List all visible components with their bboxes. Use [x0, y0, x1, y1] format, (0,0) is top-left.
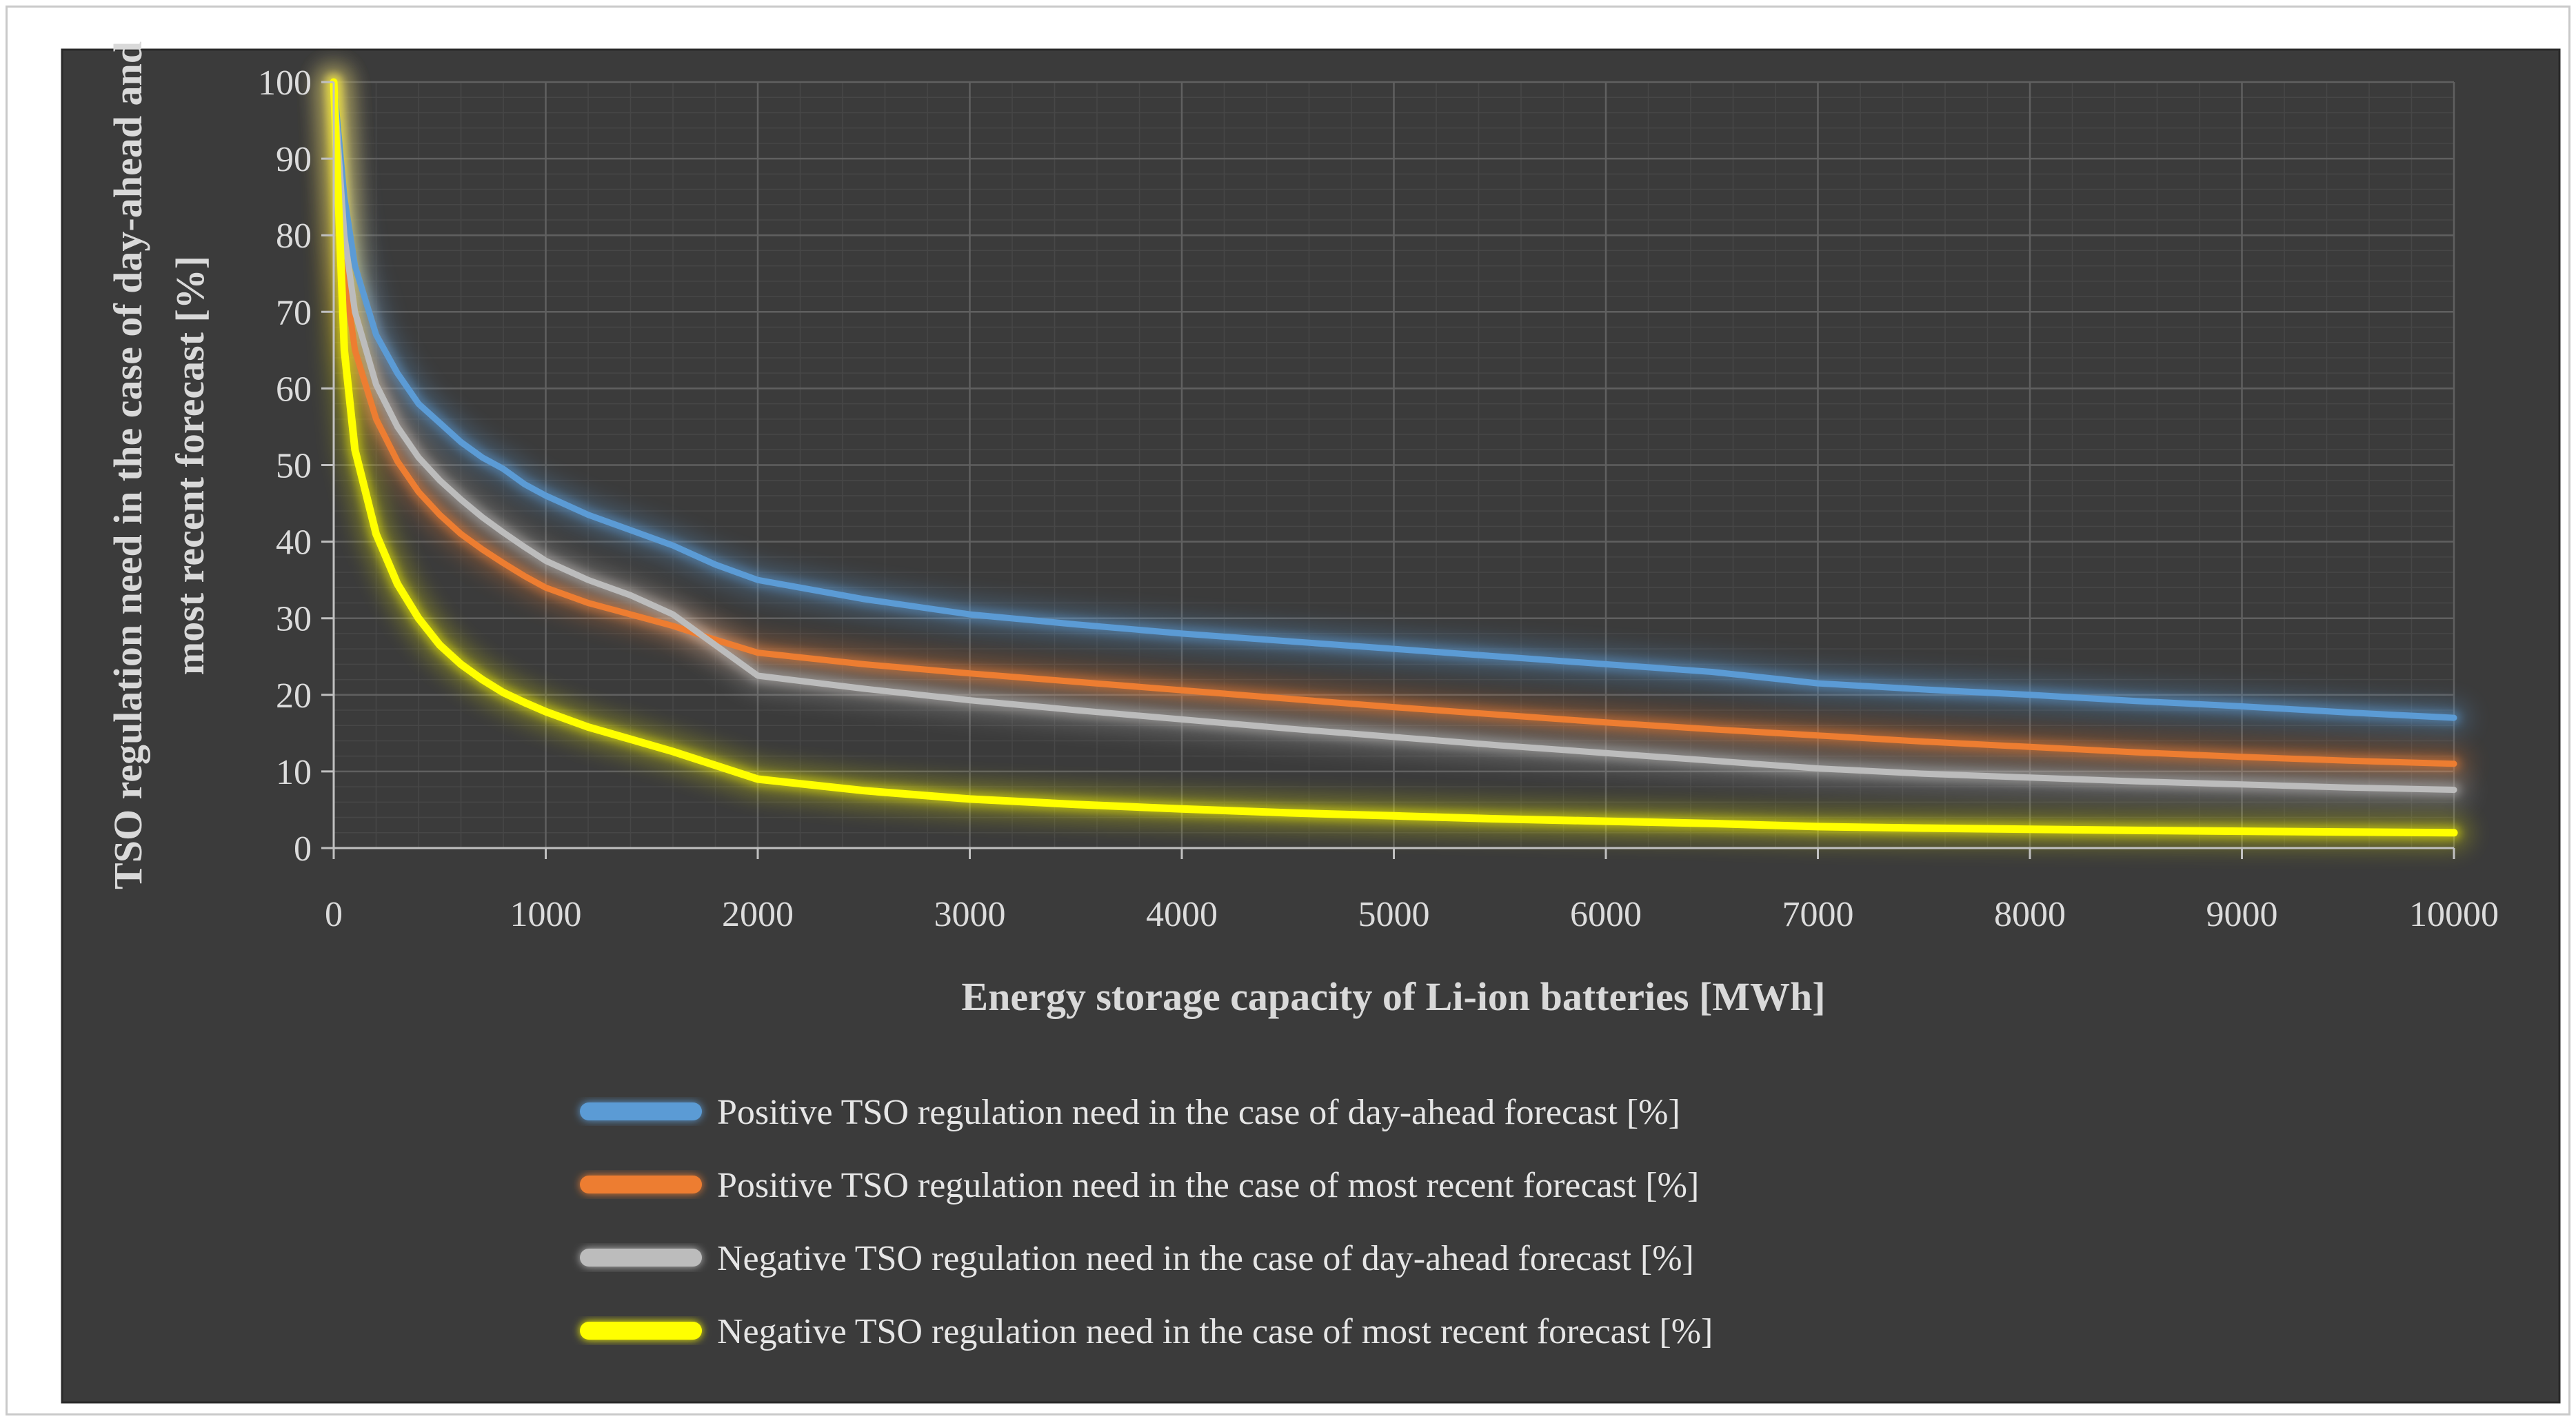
legend-swatch-yellow-line-core — [580, 1322, 702, 1340]
x-tick-label-10000: 10000 — [2409, 895, 2499, 934]
legend-label: Negative TSO regulation need in the case… — [717, 1239, 1694, 1278]
y-tick-label-90: 90 — [276, 140, 312, 179]
x-tick-label-9000: 9000 — [2206, 895, 2278, 934]
x-tick-label-5000: 5000 — [1358, 895, 1430, 934]
x-tick-label-1000: 1000 — [510, 895, 582, 934]
legend-label: Positive TSO regulation need in the case… — [717, 1093, 1680, 1132]
legend-entry-positive-day-ahead: Positive TSO regulation need in the case… — [580, 1093, 1680, 1132]
legend-swatch-gray-line-core — [580, 1249, 702, 1267]
x-tick-label-3000: 3000 — [934, 895, 1006, 934]
x-tick-label-0: 0 — [325, 895, 343, 934]
legend-entry-positive-most-recent: Positive TSO regulation need in the case… — [580, 1166, 1699, 1205]
y-tick-label-70: 70 — [276, 293, 312, 332]
y-tick-label-20: 20 — [276, 676, 312, 716]
x-tick-label-7000: 7000 — [1782, 895, 1854, 934]
y-tick-label-100: 100 — [258, 63, 312, 103]
legend-swatch-orange-line-core — [580, 1176, 702, 1193]
series-line-negative-day-ahead — [330, 79, 2457, 794]
x-tick-label-8000: 8000 — [1994, 895, 2066, 934]
y-tick-label-40: 40 — [276, 523, 312, 563]
series-line-positive-most-recent — [330, 79, 2457, 767]
series-line-negative-most-recent — [330, 78, 2458, 837]
y-tick-label-0: 0 — [294, 829, 312, 869]
legend-label: Negative TSO regulation need in the case… — [717, 1312, 1713, 1351]
legend: Positive TSO regulation need in the case… — [580, 1093, 1713, 1351]
legend-entry-negative-day-ahead: Negative TSO regulation need in the case… — [580, 1239, 1694, 1278]
x-tick-label-4000: 4000 — [1146, 895, 1218, 934]
x-tick-label-2000: 2000 — [722, 895, 794, 934]
legend-entry-negative-most-recent: Negative TSO regulation need in the case… — [580, 1312, 1713, 1351]
tick-marks — [321, 81, 2455, 859]
y-tick-label-50: 50 — [276, 447, 312, 486]
y-tick-label-60: 60 — [276, 370, 312, 409]
series-line-positive-day-ahead — [330, 79, 2457, 721]
x-axis-tick-labels: 0 1000 2000 3000 4000 5000 6000 7000 8000 9000 100… — [325, 895, 2499, 934]
x-tick-label-6000: 6000 — [1570, 895, 1642, 934]
series-lines — [330, 78, 2458, 837]
legend-label: Positive TSO regulation need in the case… — [717, 1166, 1699, 1205]
y-axis-tick-labels: 0 10 20 30 40 50 60 70 80 90 100 — [258, 63, 312, 869]
legend-swatch-blue-line-core — [580, 1102, 702, 1120]
y-tick-label-80: 80 — [276, 216, 312, 256]
x-axis-title: Energy storage capacity of Li-ion batter… — [961, 974, 1825, 1019]
y-axis-title-line-1: TSO regulation need in the case of day-a… — [105, 41, 150, 889]
y-tick-label-30: 30 — [276, 600, 312, 639]
y-tick-label-10: 10 — [276, 753, 312, 792]
y-axis-title-line-2: most recent forecast [%] — [168, 256, 212, 675]
